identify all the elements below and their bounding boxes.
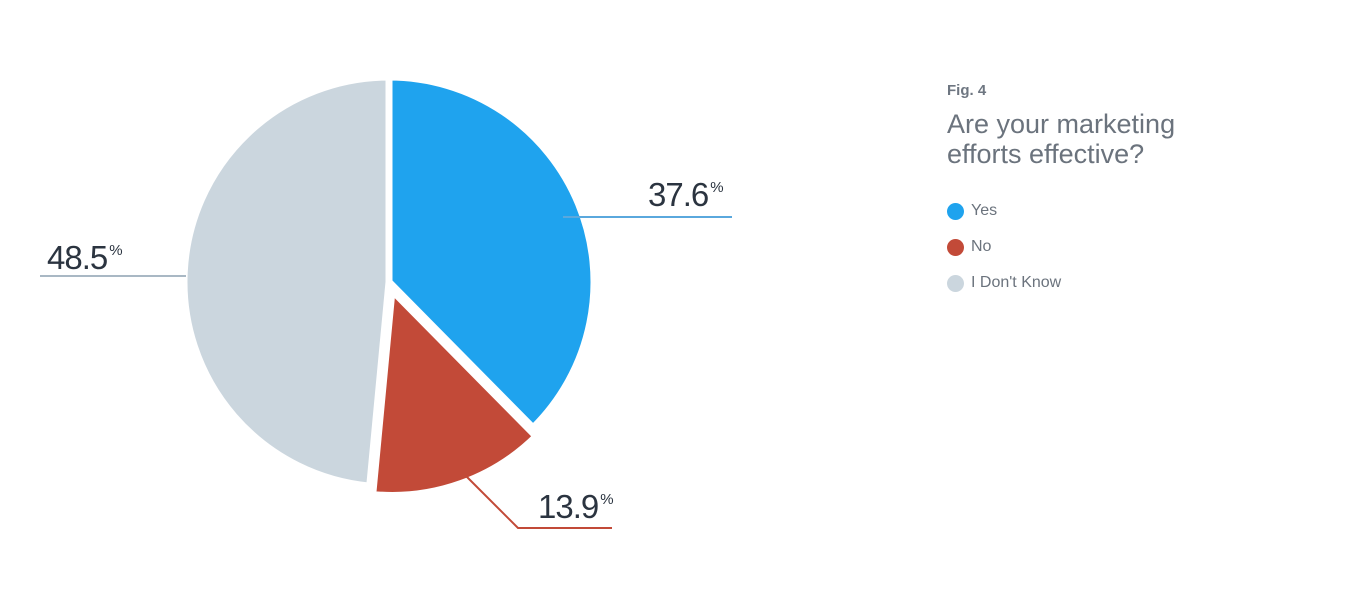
data-label-no: 13.9% <box>538 488 614 525</box>
legend-swatch-no <box>947 238 964 256</box>
chart-title: Are your marketing efforts effective? <box>947 109 1176 169</box>
legend-item-yes: Yes <box>947 193 1277 229</box>
legend-swatch-dont-know <box>947 274 964 292</box>
pie-slice-yes <box>385 73 598 432</box>
leader-line-no <box>461 471 612 529</box>
pie-slice-no <box>369 286 540 499</box>
legend-label-yes: Yes <box>971 202 998 219</box>
legend-label-dont-know: I Don't Know <box>971 274 1062 291</box>
legend-item-dont-know: I Don't Know <box>947 265 1277 301</box>
figure-label: Fig. 4 <box>947 82 987 99</box>
pie-slice-dont-know <box>180 73 393 490</box>
data-label-dont-know: 48.5% <box>47 239 123 276</box>
legend-item-no: No <box>947 229 1277 265</box>
pie-chart: 37.6 % 13.9 % 48.5% <box>40 73 732 529</box>
data-label-yes: 37.6% <box>648 176 724 213</box>
legend-swatch-yes <box>947 202 964 220</box>
legend: Yes No I Don't Know <box>947 193 1277 301</box>
legend-label-no: No <box>971 238 992 255</box>
legend-panel: Fig. 4 Are your marketing efforts effect… <box>947 82 1277 301</box>
